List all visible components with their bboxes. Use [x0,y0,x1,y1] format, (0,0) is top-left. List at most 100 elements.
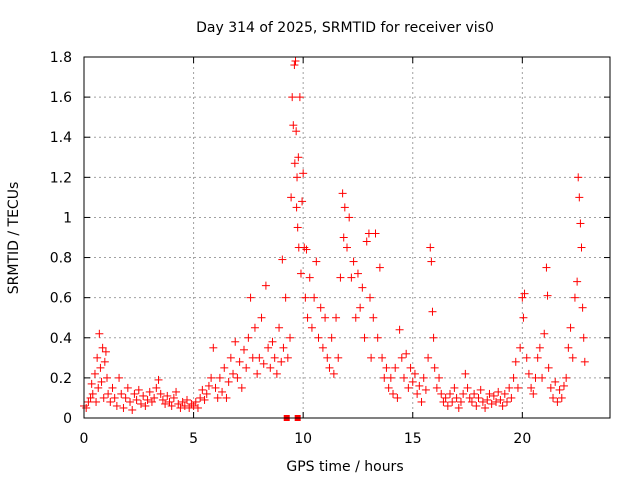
y-tick-label: 0.8 [50,251,72,267]
data-point [467,397,476,406]
data-point [104,389,113,398]
data-point [580,357,589,366]
data-point [410,369,419,378]
data-point [110,393,119,402]
x-tick-label: 15 [404,431,422,447]
data-point [169,393,178,402]
data-point [198,385,207,394]
data-point [427,257,436,266]
data-point [406,363,415,372]
data-point [384,383,393,392]
data-point [291,57,300,66]
data-point [382,363,391,372]
data-point [500,389,509,398]
data-point [577,243,586,252]
data-point [253,369,262,378]
data-point [492,397,501,406]
data-point [430,363,439,372]
data-point [97,377,106,386]
y-tick-label: 1.4 [50,130,72,146]
data-point [211,383,220,392]
data-point [511,357,520,366]
data-point [551,377,560,386]
data-point [277,357,286,366]
data-point [293,223,302,232]
data-point [288,93,297,102]
data-point [429,333,438,342]
data-point [448,397,457,406]
data-point [268,337,277,346]
data-point [270,353,279,362]
x-tick-label: 10 [294,431,312,447]
data-point [261,281,270,290]
data-point [419,373,428,382]
y-tick-label: 0 [63,411,72,427]
data-point [117,389,126,398]
data-point [366,293,375,302]
data-point [150,393,159,402]
data-point [296,269,305,278]
data-point [553,397,562,406]
data-point [152,383,161,392]
data-point [378,353,387,362]
data-point [121,393,130,402]
data-point [298,197,307,206]
data-point [527,383,536,392]
data-point [417,397,426,406]
chart-title: Day 314 of 2025, SRMTID for receiver vis… [196,20,494,36]
data-point [318,343,327,352]
data-point [303,313,312,322]
data-point [145,387,154,396]
data-point [549,393,558,402]
data-point [180,401,189,410]
data-point [575,193,584,202]
data-point [345,213,354,222]
data-point [463,383,472,392]
data-point [522,353,531,362]
data-point [578,303,587,312]
data-point [446,389,455,398]
data-point [415,381,424,390]
data-point [215,373,224,382]
data-point [259,359,268,368]
y-tick-label: 0.6 [50,291,72,307]
data-point [283,353,292,362]
data-point [559,381,568,390]
data-point [302,245,311,254]
data-point [92,397,101,406]
data-point [502,397,511,406]
data-point [246,293,255,302]
data-point [340,203,349,212]
data-point [564,343,573,352]
data-point [543,291,552,300]
data-point [255,353,264,362]
data-point [485,389,494,398]
data-point [292,203,301,212]
data-point [237,383,246,392]
data-point [213,393,222,402]
data-point [307,323,316,332]
data-point [371,229,380,238]
data-point [424,353,433,362]
data-point [299,169,308,178]
data-point [167,401,176,410]
data-point [349,257,358,266]
data-point [325,363,334,372]
data-point [413,389,422,398]
data-point [272,369,281,378]
data-point [242,363,251,372]
y-tick-label: 1.2 [50,170,72,186]
data-point [557,393,566,402]
data-point [566,323,575,332]
data-point [393,393,402,402]
data-point [96,363,105,372]
data-point [570,293,579,302]
plot-frame [83,56,611,419]
data-point [470,389,479,398]
data-point [562,373,571,382]
data-point [98,343,107,352]
data-point [93,353,102,362]
data-point [397,353,406,362]
data-point [367,353,376,362]
data-point [147,397,156,406]
